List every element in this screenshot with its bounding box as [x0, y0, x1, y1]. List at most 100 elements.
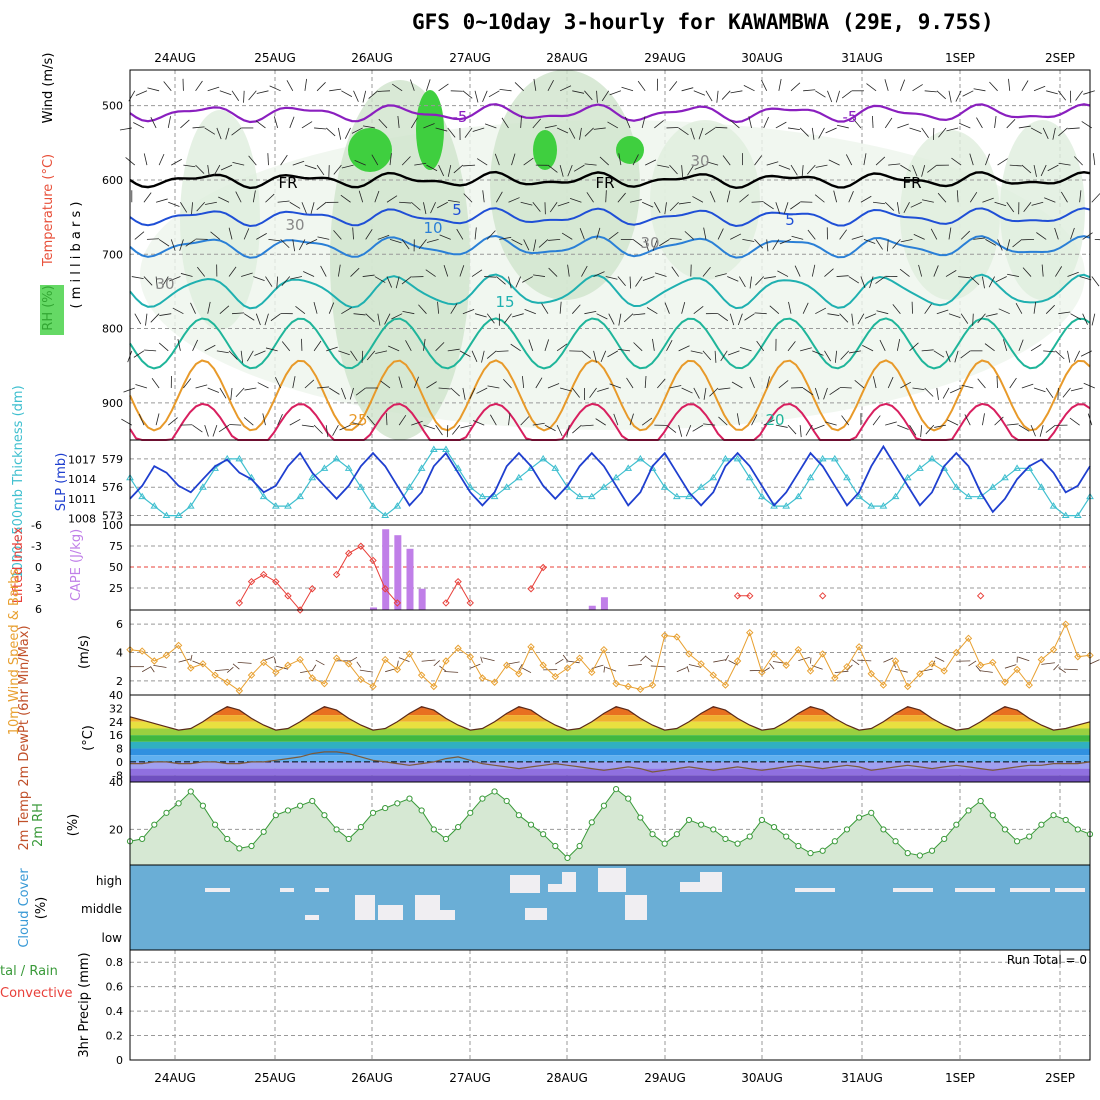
contour-5	[129, 207, 1091, 228]
cloud-fraction	[430, 910, 455, 920]
wind10-point	[393, 665, 402, 674]
wind-barb	[216, 350, 229, 354]
wind10-point	[345, 660, 353, 668]
wind-barb	[1040, 164, 1047, 177]
wind-barb	[292, 239, 296, 252]
thickness-point	[442, 445, 450, 452]
wind-barb	[1022, 267, 1032, 277]
wind10-barb	[153, 664, 167, 668]
wind-barb	[702, 350, 712, 361]
pressure-tick-label: 800	[102, 323, 123, 336]
thickness-point	[393, 502, 402, 509]
wind-barb	[763, 419, 775, 426]
wind-barb	[994, 201, 1007, 207]
wind-barb	[860, 195, 872, 203]
wind-barb	[386, 195, 398, 203]
wind-barb	[814, 387, 820, 400]
thickness-point	[636, 454, 645, 462]
wind-barb	[815, 164, 828, 168]
wind-barb	[646, 307, 658, 315]
wind-barb	[618, 153, 622, 166]
wind-barb	[255, 313, 261, 326]
wind10-barb	[846, 664, 853, 671]
wind-barb	[385, 413, 388, 426]
wind-barb	[270, 313, 281, 322]
wind-barb	[829, 387, 840, 396]
wind-barb	[845, 154, 853, 166]
wind-barb	[1009, 164, 1022, 167]
wind-barb	[235, 191, 242, 203]
wind10-point	[1025, 681, 1033, 689]
wind-barb	[918, 264, 923, 277]
wind-barb	[886, 239, 889, 252]
thickness-point	[429, 445, 438, 452]
wind10-barb	[688, 664, 702, 668]
wind-barb	[860, 276, 866, 288]
wind-barb	[447, 348, 460, 352]
rh-tick: 20	[109, 823, 123, 836]
wind-barb	[512, 313, 524, 318]
wind-barb	[556, 127, 569, 134]
wind-barb	[499, 236, 512, 240]
run-total-label: Run Total = 0	[1007, 953, 1087, 967]
wind-barb	[962, 90, 974, 97]
ylabel-th-l: 1000~500mb Thickness (dm)	[11, 385, 26, 578]
wind10-point	[162, 651, 171, 660]
wind-barb	[482, 190, 485, 203]
wind-barb	[977, 378, 986, 389]
ylabel-th-r: SLP (mb)	[54, 453, 69, 512]
wind-barb	[255, 120, 266, 129]
wind-barb	[637, 80, 646, 92]
wind10-barb	[1089, 659, 1100, 665]
wind10-point	[989, 658, 997, 667]
wind-barb	[927, 164, 938, 173]
wind-barb	[912, 387, 925, 391]
rh2m-point	[1062, 816, 1069, 824]
wind-barb	[414, 162, 427, 166]
wind-barb	[885, 421, 897, 426]
wind-barb	[936, 90, 947, 100]
contour-15	[129, 273, 1091, 310]
rh2m-point	[1050, 812, 1057, 819]
wind-barb	[684, 231, 695, 240]
wind-barb	[632, 154, 639, 166]
wind-barb	[338, 350, 350, 356]
wind10-point	[818, 650, 827, 658]
wind-barb	[1018, 424, 1030, 432]
wind-barb	[848, 276, 860, 284]
date-label-top: 30AUG	[741, 51, 783, 65]
wind-barb	[401, 239, 410, 250]
wind-barb	[973, 237, 986, 240]
cloud-fraction	[355, 895, 375, 920]
wind-barb	[1031, 201, 1044, 206]
wind-barb	[177, 339, 181, 351]
wind-barb	[463, 164, 476, 167]
wind10-point	[1049, 645, 1058, 654]
wind-barb	[945, 350, 951, 363]
wind-barb	[1091, 193, 1100, 203]
wind-barb	[988, 276, 995, 288]
thickness-point	[502, 483, 511, 490]
wind10-barb	[566, 660, 580, 664]
wind-barb	[353, 313, 366, 316]
thickness-point	[417, 464, 426, 471]
wind-barb	[802, 387, 814, 396]
rh2m-point	[661, 840, 668, 847]
wind-barb	[884, 201, 895, 211]
ylabel-rh2m: 2m RH	[31, 803, 46, 847]
rh2m-point	[600, 802, 608, 809]
wind10-point	[515, 670, 523, 678]
wind10-barb	[1058, 667, 1066, 673]
wind-barb	[644, 239, 649, 252]
wind-barb	[997, 239, 1003, 251]
wind10-point	[843, 662, 851, 671]
wind-barb	[936, 309, 949, 315]
wind-barb	[333, 230, 342, 240]
thickness-point	[1013, 464, 1021, 471]
ylabel-wind10: 10m Wind Speed & Barbs	[7, 569, 22, 736]
wind10-barb	[769, 663, 775, 670]
wind-barb	[754, 239, 764, 249]
wind-barb	[833, 190, 837, 203]
date-label-top: 24AUG	[154, 51, 196, 65]
